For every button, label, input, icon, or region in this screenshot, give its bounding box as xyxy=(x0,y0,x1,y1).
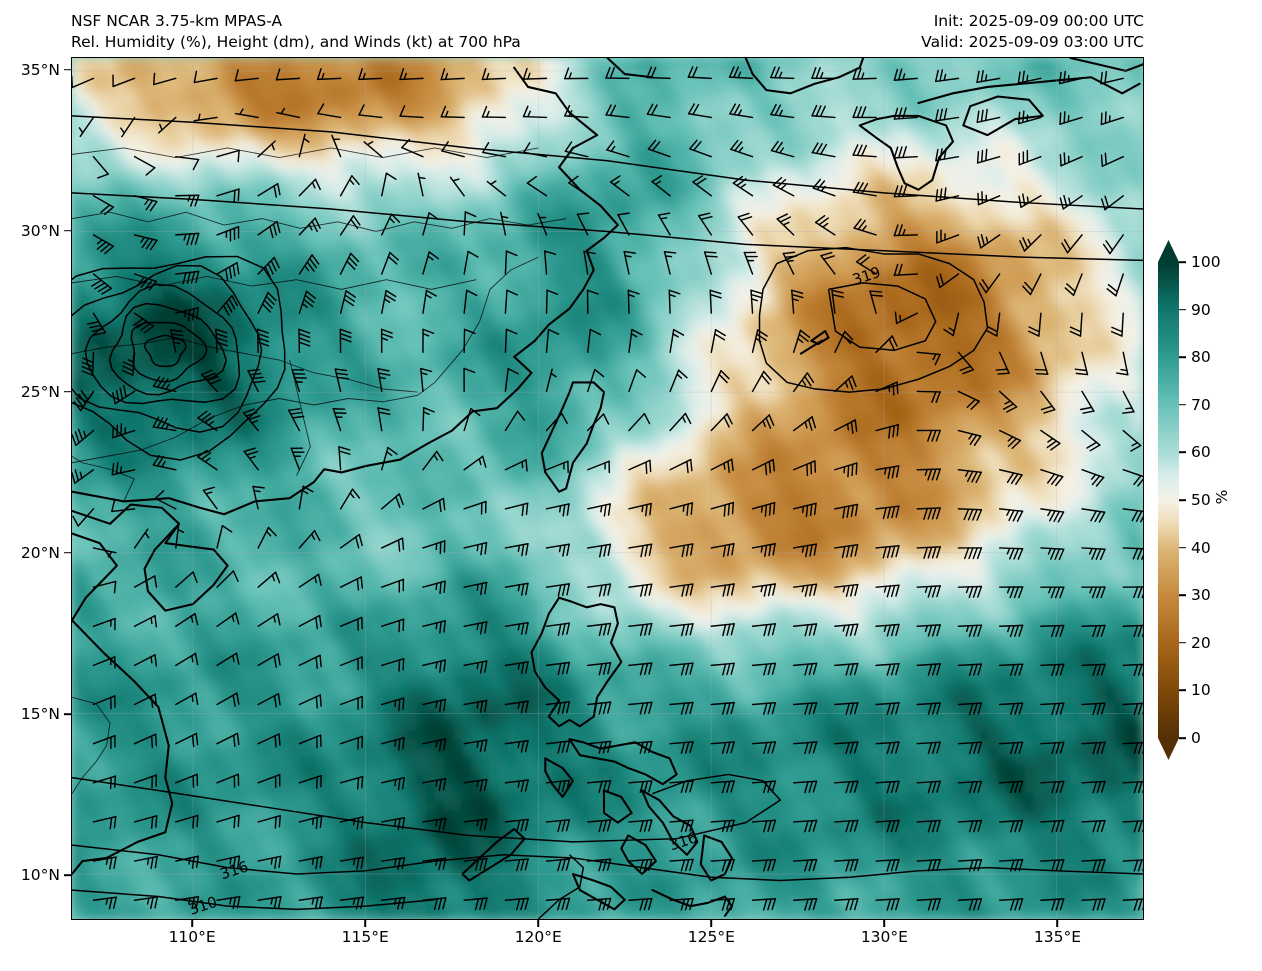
lon-tick xyxy=(191,920,193,927)
colorbar-tick xyxy=(1179,546,1186,549)
colorbar-tick-label: 80 xyxy=(1191,348,1211,367)
lat-tick-label: 20°N xyxy=(20,543,60,562)
colorbar-tick xyxy=(1179,356,1186,358)
colorbar-tick xyxy=(1179,499,1186,501)
colorbar-tick xyxy=(1179,308,1186,311)
lat-tick-label: 25°N xyxy=(20,382,60,401)
colorbar-tick-label: 20 xyxy=(1191,633,1211,652)
colorbar-tick-label: 10 xyxy=(1191,681,1211,700)
colorbar-tick xyxy=(1179,451,1186,454)
init-time-label: Init: 2025-09-09 00:00 UTC xyxy=(933,12,1144,30)
colorbar-tick-label: 90 xyxy=(1191,300,1211,319)
lon-tick-label: 135°E xyxy=(1033,928,1082,946)
colorbar-tick-label: 100 xyxy=(1191,253,1221,271)
valid-time-block: Init: 2025-09-09 00:00 UTC Valid: 2025-09… xyxy=(921,11,1144,53)
colorbar-tick xyxy=(1179,737,1186,739)
lat-tick-label: 30°N xyxy=(20,221,60,240)
height-contours xyxy=(72,115,1143,919)
lon-tick xyxy=(537,920,540,927)
colorbar-tick-label: 30 xyxy=(1191,586,1211,605)
model-title-line1: NSF NCAR 3.75-km MPAS-A xyxy=(71,12,283,30)
colorbar-tick-label: 0 xyxy=(1191,729,1201,747)
lon-tick-label: 115°E xyxy=(341,928,389,946)
lon-tick-label: 110°E xyxy=(168,928,216,946)
colorbar-min-arrow-icon xyxy=(1158,738,1179,760)
lat-tick-label: 15°N xyxy=(20,704,60,723)
model-title-line2: Rel. Humidity (%), Height (dm), and Wind… xyxy=(71,33,521,51)
model-title: NSF NCAR 3.75-km MPAS-A Rel. Humidity (%)… xyxy=(71,11,521,53)
lat-tick-label: 35°N xyxy=(20,60,60,79)
colorbar[interactable] xyxy=(1158,240,1179,760)
colorbar-tick xyxy=(1179,404,1186,406)
lon-tick-label: 125°E xyxy=(687,928,735,946)
colorbar-tick-label: 60 xyxy=(1191,443,1211,462)
lat-tick xyxy=(64,69,71,71)
colorbar-tick-label: 50 xyxy=(1191,491,1211,509)
lon-tick-label: 120°E xyxy=(514,928,562,946)
lon-tick xyxy=(883,920,886,927)
colorbar-tick xyxy=(1179,689,1186,692)
colorbar-tick xyxy=(1179,642,1186,644)
colorbar-gradient xyxy=(1158,262,1179,738)
colorbar-tick-label: 40 xyxy=(1191,538,1211,557)
lon-tick xyxy=(364,920,366,927)
colorbar-tick-label: 70 xyxy=(1191,395,1211,414)
colorbar-max-arrow-icon xyxy=(1158,240,1179,262)
valid-time-label: Valid: 2025-09-09 03:00 UTC xyxy=(921,33,1144,51)
lat-tick xyxy=(64,391,71,393)
lon-tick xyxy=(710,920,713,927)
lat-tick-label: 10°N xyxy=(20,865,60,884)
lat-tick xyxy=(64,230,71,232)
lon-tick xyxy=(1056,920,1059,927)
lat-tick xyxy=(64,874,71,876)
lon-tick-label: 130°E xyxy=(860,928,908,946)
colorbar-tick xyxy=(1179,261,1186,263)
map-plot-area[interactable]: 319 316 316 310 xyxy=(71,57,1144,920)
lat-tick xyxy=(64,713,71,715)
lat-tick xyxy=(64,552,71,554)
wind-barbs xyxy=(72,66,1143,911)
colorbar-tick xyxy=(1179,594,1186,596)
colorbar-unit-label: % xyxy=(1213,489,1231,505)
